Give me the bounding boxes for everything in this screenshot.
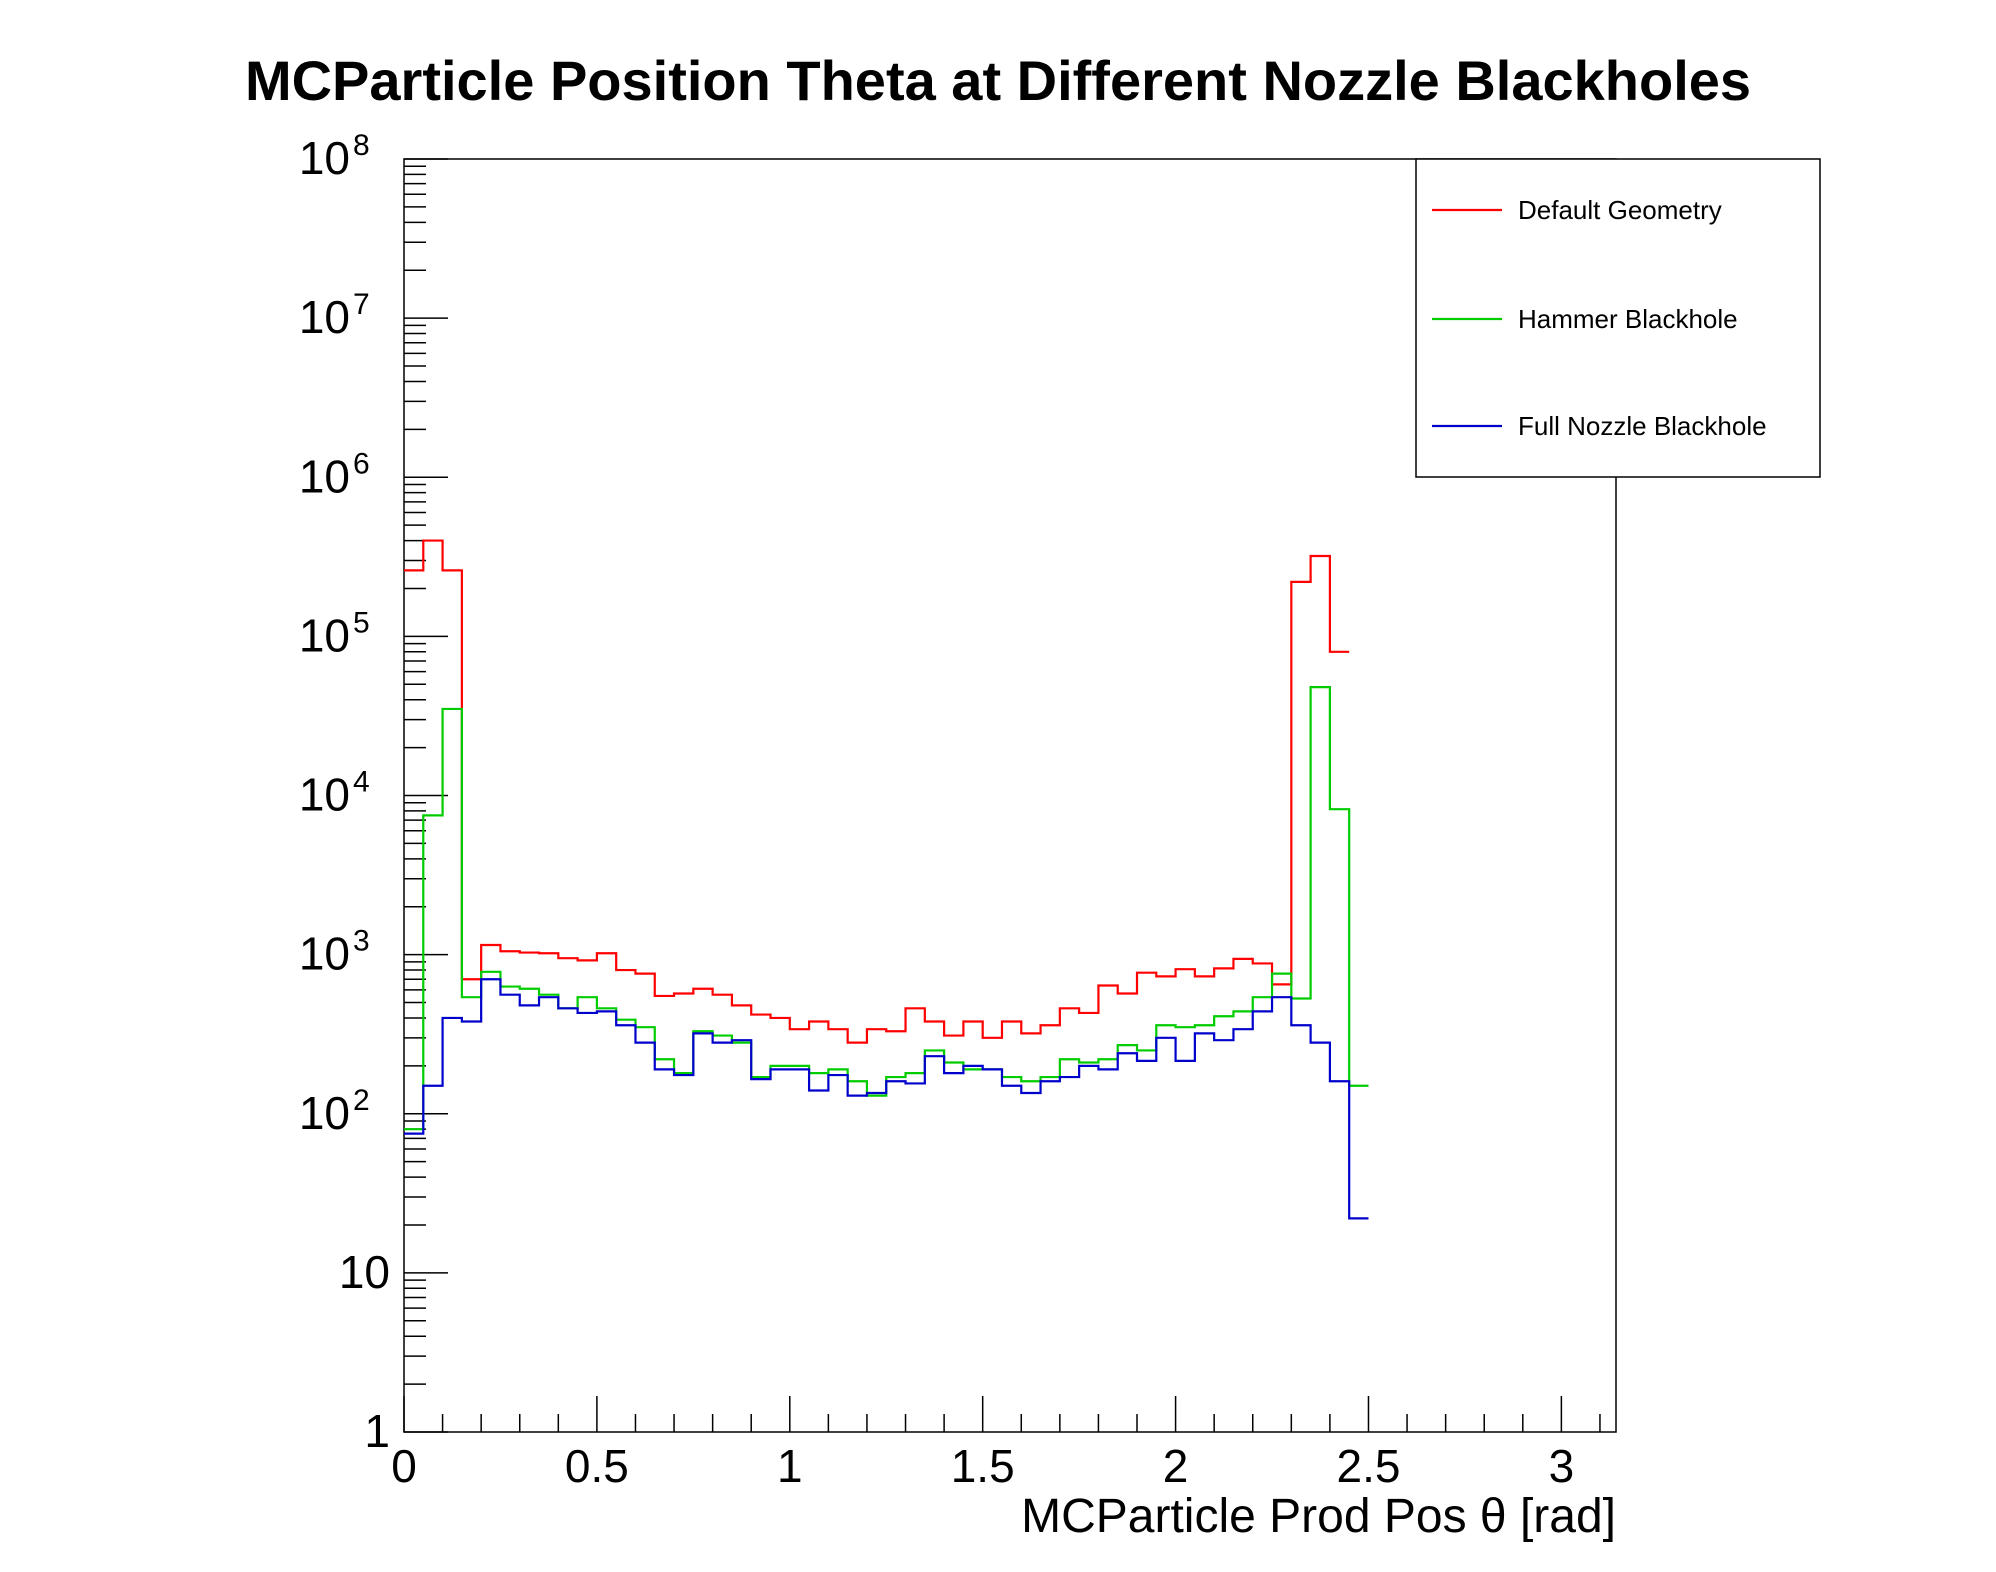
- y-tick-label: 10: [299, 132, 350, 184]
- y-tick-exponent: 4: [353, 766, 370, 799]
- legend-entry-hammer-blackhole: Hammer Blackhole: [1518, 304, 1738, 334]
- x-tick-label: 1: [777, 1440, 803, 1492]
- y-tick-label: 10: [339, 1246, 390, 1298]
- y-tick-label: 10: [299, 928, 350, 980]
- y-tick-label: 10: [299, 450, 350, 502]
- legend-entry-full-nozzle-blackhole: Full Nozzle Blackhole: [1518, 411, 1767, 441]
- y-tick-exponent: 3: [353, 925, 370, 958]
- y-tick-label: 10: [299, 1087, 350, 1139]
- series-hammer-blackhole-line: [404, 686, 1369, 1131]
- y-tick-exponent: 7: [353, 288, 370, 321]
- y-tick-label: 1: [364, 1405, 390, 1457]
- y-tick-label: 10: [299, 609, 350, 661]
- y-tick-label: 10: [299, 769, 350, 821]
- x-axis-label: MCParticle Prod Pos θ [rad]: [1021, 1490, 1616, 1543]
- legend-entry-default-geometry: Default Geometry: [1518, 195, 1722, 225]
- y-tick-exponent: 8: [353, 129, 370, 162]
- y-tick-exponent: 6: [353, 447, 370, 480]
- x-tick-label: 2.5: [1337, 1440, 1401, 1492]
- legend: Default Geometry Hammer Blackhole Full Noz…: [1415, 158, 1821, 478]
- x-tick-label: 3: [1549, 1440, 1575, 1492]
- y-tick-label: 10: [299, 291, 350, 343]
- y-tick-exponent: 2: [353, 1084, 370, 1117]
- series-layer: [404, 539, 1369, 1220]
- x-tick-label: 0.5: [565, 1440, 629, 1492]
- x-axis: 0 0.5 1 1.5 2 2.5 3: [391, 1396, 1601, 1492]
- x-tick-label: 0: [391, 1440, 417, 1492]
- y-tick-exponent: 5: [353, 606, 370, 639]
- x-tick-label: 2: [1163, 1440, 1189, 1492]
- series-full-nozzle-blackhole-line: [404, 978, 1369, 1220]
- series-default-geometry-line: [404, 539, 1350, 1044]
- x-tick-label: 1.5: [951, 1440, 1015, 1492]
- chart-title: MCParticle Position Theta at Different N…: [245, 49, 1751, 112]
